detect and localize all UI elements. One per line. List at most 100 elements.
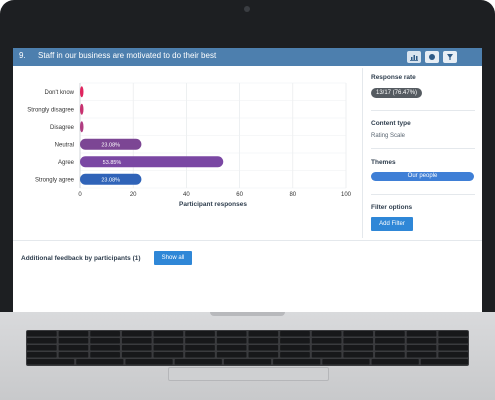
keyboard-key [223,359,272,365]
chart-bars [80,86,224,185]
keyboard-key [27,331,57,337]
question-title: Staff in our business are motivated to d… [38,51,217,60]
keyboard-key [406,331,437,337]
keyboard-key [371,359,419,365]
feedback-label: Additional feedback by participants (1) [21,255,141,262]
keyboard-key [280,331,310,337]
keyboard-key [27,345,57,351]
keyboard-key [311,331,342,337]
category-label: Agree [58,160,75,166]
keyboard-key [420,359,468,365]
sidebar-divider-3 [371,194,475,195]
keyboard-key [438,338,468,344]
x-tick-label: 80 [289,192,296,198]
keyboard-key [90,345,120,351]
keyboard-key [185,352,215,358]
bar-chart-icon[interactable] [407,51,421,63]
chart-labels: 0 20 40 60 80 100 Don't know Strongly disagree D… [27,90,351,208]
keyboard-key [216,331,247,337]
keyboard-key [121,331,152,337]
keyboard-key [248,338,279,344]
keyboard-key [216,345,247,351]
keyboard-key [438,352,468,358]
sidebar-divider-1 [371,110,475,111]
theme-pill[interactable]: Our people [371,172,474,181]
content-type-label: Content type [371,120,411,127]
keyboard-key [58,345,89,351]
keyboard-key [375,338,405,344]
keyboard-key [185,331,215,337]
category-label: Neutral [55,142,74,148]
bar[interactable] [80,121,84,133]
add-filter-button[interactable]: Add Filter [371,217,413,231]
question-number: 9. [19,51,26,60]
keyboard-key [280,345,310,351]
category-label: Don't know [45,90,75,96]
response-chart: 0 20 40 60 80 100 Don't know Strongly disagree D… [27,82,352,208]
info-icon[interactable] [425,51,439,63]
data-label: 53.85% [103,160,122,166]
camera-icon [244,6,250,12]
keyboard-key [280,338,310,344]
keyboard-key [248,345,279,351]
x-tick-label: 40 [183,192,190,198]
content-type-value: Rating Scale [371,133,406,139]
x-tick-label: 100 [341,192,352,198]
x-tick-label: 20 [130,192,137,198]
keyboard-key [375,352,405,358]
keyboard-key [343,352,374,358]
keyboard-key [121,345,152,351]
keyboard-key [58,331,89,337]
keyboard-key [438,331,468,337]
keyboard-key [90,352,120,358]
keyboard-key [280,352,310,358]
keyboard-key [58,338,89,344]
response-rate-label: Response rate [371,74,416,81]
keyboard-key [121,338,152,344]
data-label: 23.08% [101,142,120,148]
trackpad [168,367,329,381]
keyboard-key [375,331,405,337]
keyboard-key [185,345,215,351]
keyboard-key [153,352,184,358]
keyboard-key [27,352,57,358]
keyboard-key [153,345,184,351]
x-axis-title: Participant responses [179,201,247,208]
filter-options-label: Filter options [371,204,413,211]
keyboard-key [438,345,468,351]
keyboard-key [406,345,437,351]
x-tick-label: 0 [78,192,82,198]
keyboard-key [311,338,342,344]
question-header: 9. Staff in our business are motivated t… [13,48,482,66]
keyboard-key [216,338,247,344]
keyboard-key [76,359,124,365]
section-divider [13,240,482,241]
x-tick-label: 60 [236,192,243,198]
bar[interactable] [80,173,142,185]
bar[interactable] [80,138,142,150]
filter-icon[interactable] [443,51,457,63]
data-label: 23.08% [101,177,120,183]
keyboard-key [273,359,321,365]
lid-notch [210,312,285,316]
keyboard-key [248,331,279,337]
keyboard-key [311,352,342,358]
keyboard-key [27,359,75,365]
keyboard-key [90,331,120,337]
category-label: Strongly agree [35,177,75,183]
keyboard-key [343,338,374,344]
laptop-keyboard [26,330,469,366]
keyboard-key [125,359,173,365]
bar[interactable] [80,86,84,98]
keyboard-key [322,359,370,365]
keyboard-key [343,331,374,337]
bar[interactable] [80,156,224,168]
keyboard-key [153,338,184,344]
chart-grid [79,82,347,189]
bar[interactable] [80,103,84,115]
keyboard-key [311,345,342,351]
keyboard-key [406,338,437,344]
sidebar-divider [362,68,363,238]
keyboard-key [153,331,184,337]
show-all-button[interactable]: Show all [154,251,192,265]
